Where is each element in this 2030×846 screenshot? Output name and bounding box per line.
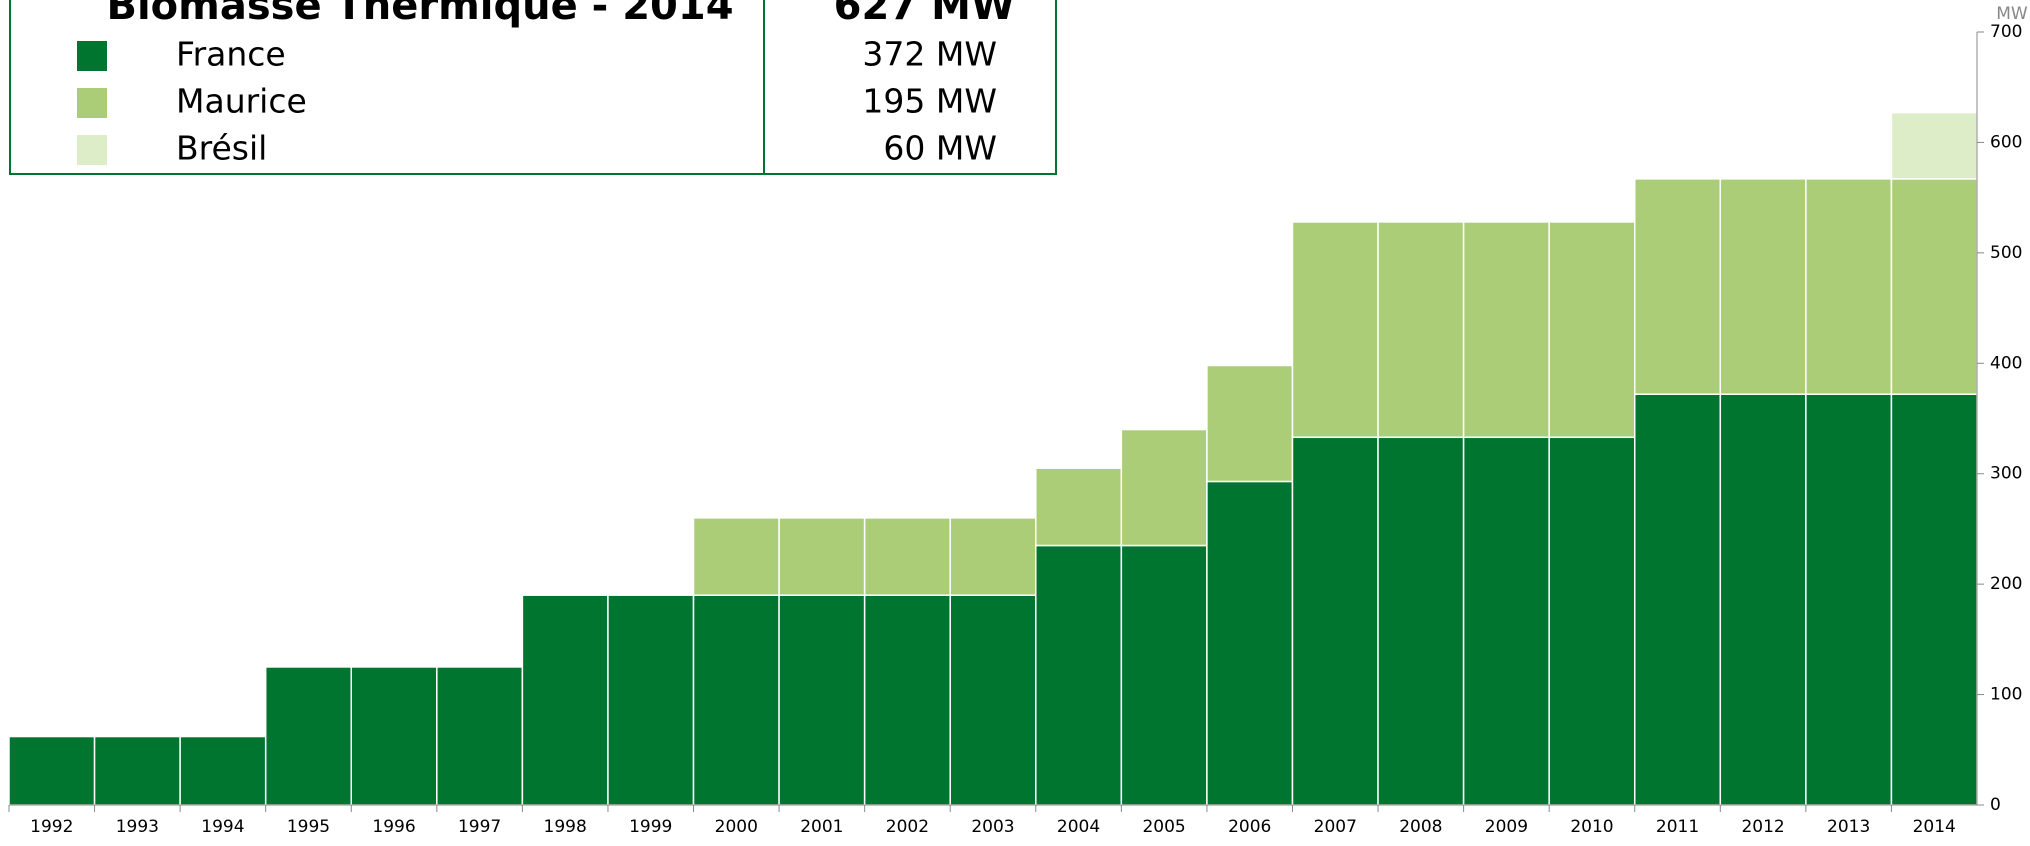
bar-segment [1719,393,1807,806]
legend-label: Maurice [176,82,307,121]
y-tick-label: 100 [1990,685,2022,705]
legend-swatch [77,88,107,118]
x-tick-label: 2002 [886,817,929,837]
bar-segment [1035,467,1123,547]
x-tick-label: 2008 [1399,817,1442,837]
x-tick-label: 2010 [1570,817,1613,837]
legend-box [9,0,1057,175]
bar-segment [1462,436,1550,806]
bar-segment [863,517,951,596]
bar-segment [1805,178,1893,395]
bar-segment [1291,221,1379,439]
x-tick-label: 2011 [1656,817,1699,837]
x-tick-label: 2006 [1228,817,1271,837]
bar-segment [1805,393,1893,806]
y-axis-label: MW [1996,4,2028,24]
legend-swatch [77,41,107,71]
bar-segment [1462,221,1550,439]
legend-value: 372 MW [862,35,997,74]
y-tick-label: 500 [1990,243,2022,263]
legend-title: Biomasse Thermique - 2014 [106,0,733,29]
y-tick-label: 0 [1990,795,2001,815]
bar-segment [1377,221,1465,439]
x-tick-label: 2013 [1827,817,1870,837]
legend-value: 195 MW [862,82,997,121]
bar-segment [863,594,951,806]
legend-label: Brésil [176,129,267,168]
x-tick-label: 2000 [715,817,758,837]
bar-segment [778,594,866,806]
bar-segment [264,666,353,806]
x-tick-label: 1999 [629,817,672,837]
y-tick-label: 400 [1990,353,2022,373]
y-tick-label: 200 [1990,574,2022,594]
bar-segment [1890,111,1978,180]
bar-segment [1719,178,1807,395]
x-tick-label: 1994 [201,817,244,837]
x-tick-label: 1997 [458,817,501,837]
bar-segment [1633,178,1722,395]
bar-segment [8,735,96,806]
y-tick-label: 300 [1990,464,2022,484]
bar-segment [350,666,438,806]
bar-segment [1120,544,1208,806]
x-tick-label: 1996 [372,817,415,837]
legend-swatch [77,135,107,165]
bar-segment [1120,428,1208,547]
bar-segment [949,594,1037,806]
y-tick-label: 700 [1990,22,2022,42]
bar-segment [1377,436,1465,806]
bar-segment [1890,393,1978,806]
bar-segment [1548,221,1636,439]
x-tick-label: 2014 [1913,817,1956,837]
x-tick-label: 1998 [544,817,587,837]
bar-segment [778,517,866,596]
bar-segment [1206,364,1294,483]
legend-total: 627 MW [834,0,1015,29]
bar-segment [1548,436,1636,806]
bar-segment [692,517,780,596]
bar-segment [179,735,267,806]
x-tick-label: 1995 [287,817,330,837]
y-tick-label: 600 [1990,132,2022,152]
x-tick-label: 2001 [800,817,843,837]
bar-segment [692,594,780,806]
x-tick-label: 2009 [1485,817,1528,837]
bar-segment [521,594,609,806]
x-tick-label: 1993 [116,817,159,837]
bar-segment [607,594,695,806]
bar-segment [1035,544,1123,806]
x-tick-label: 2003 [971,817,1014,837]
x-tick-label: 2012 [1741,817,1784,837]
x-tick-label: 2007 [1314,817,1357,837]
bar-segment [949,517,1037,596]
x-tick-label: 2005 [1142,817,1185,837]
bar-segment [1291,436,1379,806]
bar-segment [436,666,524,806]
bar-segment [1890,178,1978,395]
bar-segment [1206,480,1294,806]
x-tick-label: 1992 [30,817,73,837]
x-tick-label: 2004 [1057,817,1100,837]
bar-segment [93,735,181,806]
bar-segment [1633,393,1722,806]
legend-value: 60 MW [883,129,997,168]
legend-label: France [176,35,286,74]
